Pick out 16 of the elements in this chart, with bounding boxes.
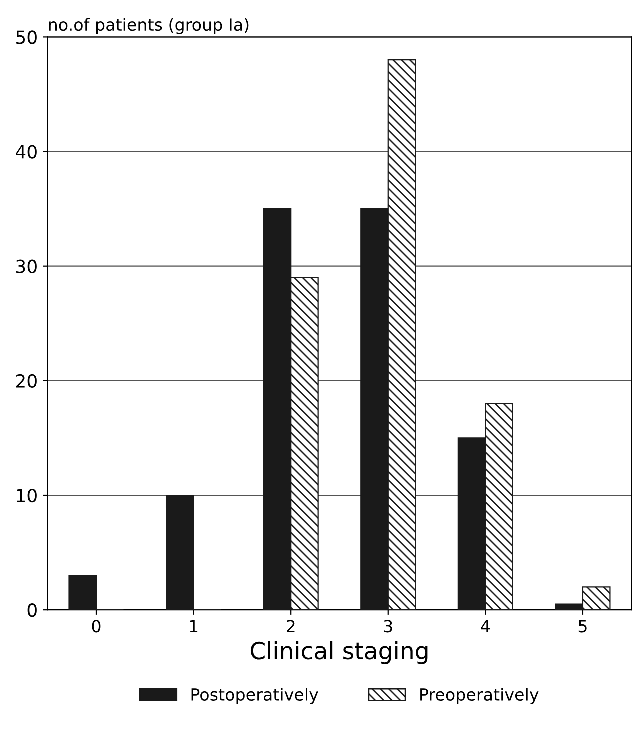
x-axis-title: Clinical staging xyxy=(250,641,428,664)
x-tick-label: 3 xyxy=(384,620,392,633)
y-tick-label: 10 xyxy=(17,488,37,503)
x-tick-label: 0 xyxy=(92,620,101,633)
y-tick-label: 40 xyxy=(16,145,37,159)
y-tick-label: 50 xyxy=(16,30,37,44)
x-tick-label: 2 xyxy=(287,620,295,632)
legend-label: Preoperatively xyxy=(420,688,539,704)
x-tick-label: 1 xyxy=(190,620,198,632)
y-tick-label: 30 xyxy=(16,260,37,274)
legend-label: Postoperatively xyxy=(192,688,318,704)
y-axis-title: no.of patients (group Ia) xyxy=(49,18,249,34)
x-tick-label: 5 xyxy=(578,620,587,633)
y-tick-label: 0 xyxy=(28,604,37,618)
y-tick-label: 20 xyxy=(16,374,37,388)
x-tick-label: 4 xyxy=(481,620,490,632)
